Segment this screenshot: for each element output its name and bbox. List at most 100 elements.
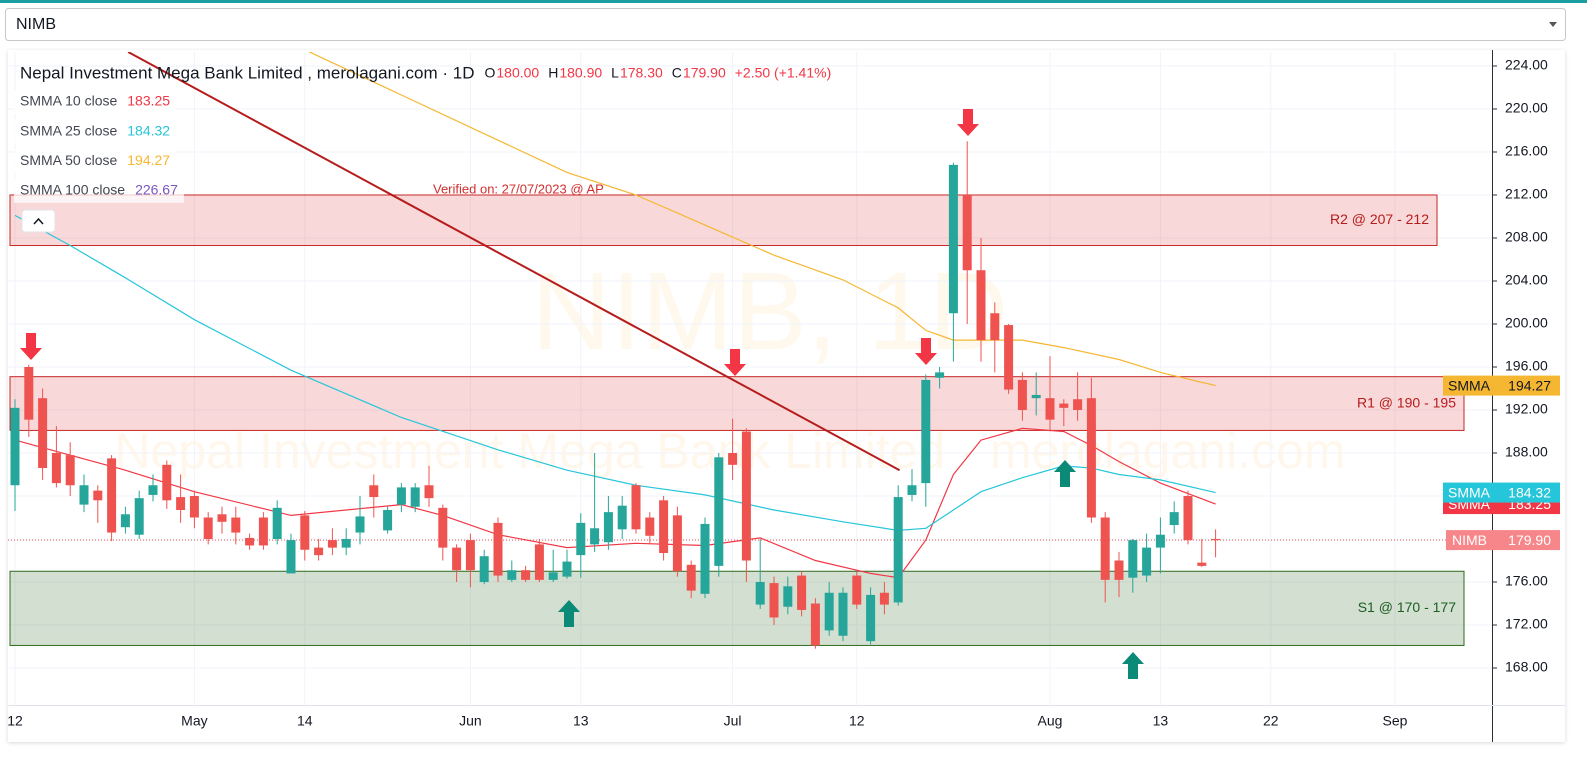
candle-body: [1114, 560, 1124, 580]
y-tick-label: 204.00: [1505, 272, 1548, 288]
price-tag-value: 184.32: [1508, 484, 1551, 500]
candle-body: [355, 516, 365, 533]
candle-body: [369, 485, 379, 498]
x-tick-label: Jun: [459, 713, 482, 729]
legend-row-bg: [14, 119, 177, 144]
legend-row-bg: [14, 178, 184, 203]
legend-row-bg: [14, 90, 177, 114]
candle-body: [65, 455, 75, 486]
plot-area: NIMB, 1D Nepal Investment Mega Bank Limit…: [8, 52, 1492, 705]
y-tick-label: 208.00: [1505, 229, 1548, 245]
chart-panel: [8, 50, 1565, 742]
ohlc-key: O: [484, 65, 495, 81]
candle-body: [176, 497, 186, 510]
candle-body: [1059, 403, 1069, 408]
candle-body: [38, 398, 48, 469]
candle-body: [107, 458, 117, 533]
legend-value: 183.25: [127, 93, 170, 109]
price-tag: [1443, 482, 1560, 503]
zone-label: S1 @ 170 - 177: [1358, 599, 1456, 615]
chart-title: Nepal Investment Mega Bank Limited , mer…: [20, 63, 474, 82]
ohlc-value: 180.00: [496, 65, 539, 81]
price-tag-value: 194.27: [1508, 377, 1551, 393]
legend-row-bg: [14, 149, 177, 174]
candle-body: [962, 194, 972, 271]
collapse-icon: [33, 217, 44, 225]
ohlc-key: H: [548, 65, 558, 81]
legend-value: 194.27: [127, 152, 170, 168]
candle-body: [231, 517, 241, 533]
candle-body: [893, 497, 903, 603]
dropdown-box[interactable]: [5, 8, 1566, 41]
down-arrow: [915, 338, 937, 365]
top-accent: [0, 0, 1587, 3]
candle-body: [452, 547, 462, 571]
x-tick-label: 12: [7, 713, 23, 729]
candle-body: [700, 523, 710, 594]
zone: [9, 376, 1465, 431]
candle-body: [1183, 496, 1193, 541]
collapse-box[interactable]: [21, 209, 56, 233]
y-tick-label: 212.00: [1505, 186, 1548, 202]
ohlc-key: L: [611, 65, 619, 81]
candle-body: [1197, 562, 1207, 566]
candle-body: [603, 512, 613, 543]
candle-body: [990, 313, 1000, 341]
price-tag: [1443, 375, 1560, 396]
collapse-button[interactable]: [21, 209, 56, 233]
y-tick-label: 172.00: [1505, 616, 1548, 632]
candle-body: [300, 515, 310, 550]
candle-body: [51, 453, 61, 484]
indicator-line: [308, 52, 1216, 387]
candle-body: [272, 507, 282, 540]
candle-body: [258, 517, 268, 546]
candle-body: [576, 522, 586, 556]
candle-body: [659, 500, 669, 553]
candle-body: [286, 540, 296, 574]
ohlc-value: 179.90: [683, 65, 726, 81]
candle-body: [728, 453, 738, 465]
candle-body: [935, 372, 945, 378]
candle-body: [852, 575, 862, 605]
candle-body: [148, 485, 158, 495]
candle-body: [1100, 517, 1110, 580]
up-arrow: [558, 600, 580, 627]
price-tag: [1446, 530, 1560, 551]
candle-body: [921, 379, 931, 484]
candle-body: [976, 270, 986, 341]
candle-body: [493, 522, 503, 576]
candle-body: [645, 517, 655, 536]
y-tick-label: 192.00: [1505, 401, 1548, 417]
candle-body: [838, 592, 848, 636]
up-arrow: [1122, 652, 1144, 679]
candle-body: [1031, 394, 1041, 399]
legend-value: 226.67: [135, 182, 178, 198]
candle-body: [783, 586, 793, 607]
indicator-line: [14, 214, 1216, 532]
x-tick-label: Sep: [1383, 713, 1408, 729]
candle-body: [797, 575, 807, 610]
symbol-dropdown[interactable]: NIMB: [5, 8, 1566, 41]
candle-body: [327, 540, 337, 548]
down-arrow: [724, 349, 746, 376]
watermark-title: NIMB, 1D: [532, 250, 1009, 373]
candle-body: [465, 540, 475, 571]
candle-body: [1155, 534, 1165, 548]
candle-body: [162, 464, 172, 501]
candle-body: [741, 431, 751, 561]
candle-body: [866, 594, 876, 642]
candle-body: [548, 572, 558, 580]
candle-body: [93, 490, 103, 501]
trendline: [127, 52, 901, 472]
watermark-subtitle: Nepal Investment Mega Bank Limited · mer…: [114, 423, 1345, 479]
candle-body: [245, 537, 255, 546]
candle-body: [1017, 379, 1027, 410]
candle-body: [824, 592, 834, 631]
candle-body: [1004, 325, 1014, 390]
candle-body: [396, 487, 406, 505]
candle-body: [1045, 398, 1055, 420]
candle-body: [203, 517, 213, 540]
candle-body: [1169, 512, 1179, 526]
candle-body: [590, 528, 600, 545]
